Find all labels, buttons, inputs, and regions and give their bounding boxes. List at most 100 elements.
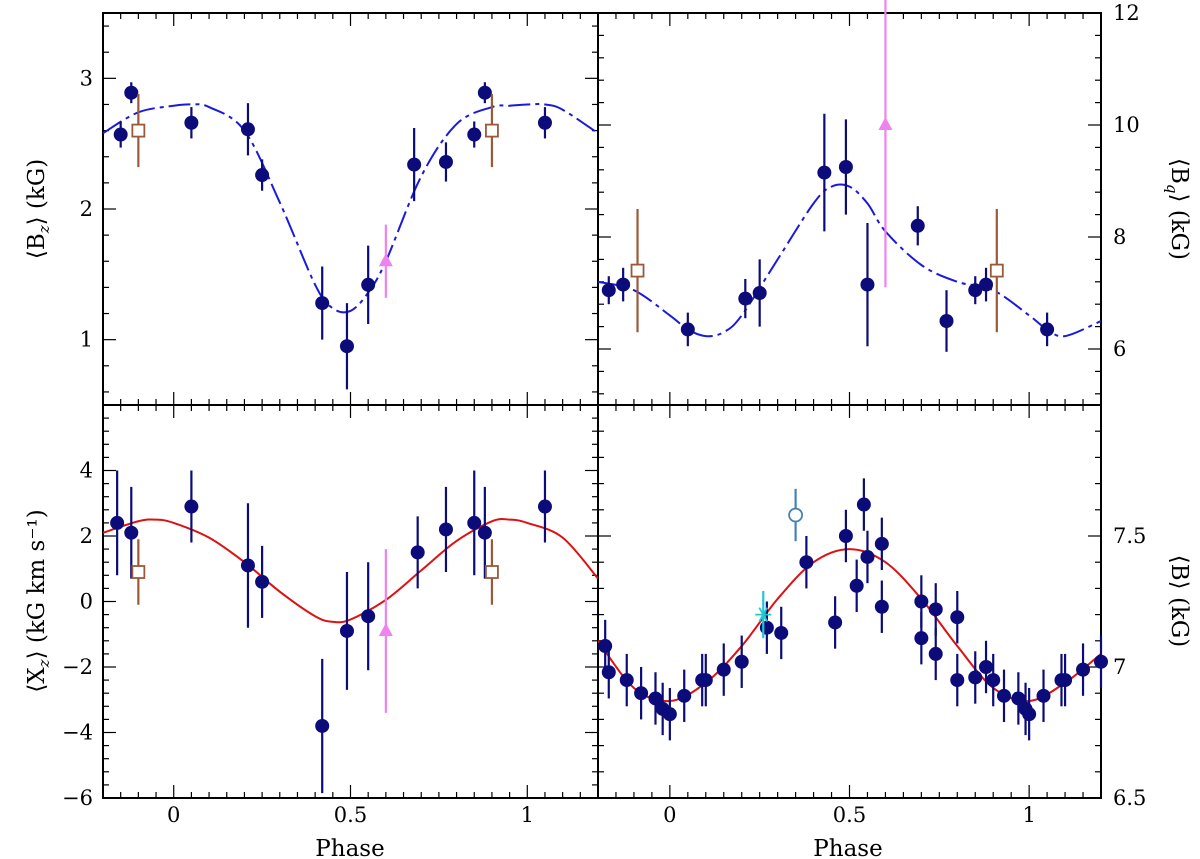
ylabel-bottom-left-sub: z	[35, 659, 53, 668]
ylabel-top-right-sub: q	[1163, 184, 1181, 194]
ylabel-bottom-left: ⟨Xz⟩ (kG km s⁻¹)	[24, 509, 53, 692]
point-main-top-right	[738, 291, 753, 306]
point-main-bottom-right	[598, 639, 613, 654]
ylabel-top-left-sub: z	[35, 225, 53, 234]
point-main-bottom-left	[537, 499, 552, 514]
ylabel-top-right-main: ⟨B	[1166, 158, 1192, 184]
point-main-bottom-left	[410, 545, 425, 560]
point-main-bottom-left	[315, 718, 330, 733]
point-square-top-left	[485, 123, 499, 138]
point-main-bottom-right	[849, 578, 864, 593]
point-main-top-left	[255, 168, 270, 183]
point-main-bottom-left	[438, 522, 453, 537]
point-main-top-left	[184, 115, 199, 130]
ytick-label-bottom-left: 0	[80, 590, 93, 614]
point-main-bottom-right	[716, 662, 731, 677]
point-main-bottom-right	[1076, 662, 1091, 677]
point-square-top-left	[131, 123, 146, 138]
point-main-bottom-left	[477, 525, 492, 540]
point-main-top-left	[477, 85, 492, 100]
point-main-bottom-right	[856, 497, 871, 512]
point-main-top-left	[537, 115, 552, 130]
point-main-top-left	[240, 122, 255, 137]
xlabel-bottom-right: Phase	[813, 836, 882, 859]
ytick-label-bottom-right: 7	[1113, 655, 1126, 679]
point-circle-bottom-right	[788, 507, 804, 523]
point-main-top-right	[968, 283, 983, 298]
point-main-bottom-left	[255, 574, 270, 589]
ytick-label-bottom-left: −4	[62, 721, 93, 745]
ylabel-bottom-right-main: ⟨B⟩ (kG)	[1166, 555, 1192, 647]
xtick-label-bottom-left: 0.5	[334, 803, 367, 827]
ylabel-top-right-tail: ⟩ (kG)	[1166, 193, 1192, 260]
point-main-bottom-right	[874, 599, 889, 614]
point-main-bottom-right	[662, 707, 677, 722]
xtick-label-bottom-left: 1	[521, 803, 534, 827]
point-main-bottom-left	[240, 558, 255, 573]
point-main-bottom-right	[874, 536, 889, 551]
point-main-top-right	[939, 314, 954, 328]
point-main-bottom-right	[828, 615, 843, 630]
point-main-top-right	[680, 322, 695, 337]
ytick-label-top-right: 8	[1113, 225, 1126, 249]
point-main-top-left	[339, 339, 354, 354]
ytick-label-bottom-left: 2	[80, 524, 93, 548]
point-main-bottom-right	[914, 594, 929, 609]
point-main-bottom-right	[838, 529, 853, 543]
point-main-bottom-right	[677, 688, 692, 703]
point-main-bottom-right	[774, 625, 789, 640]
point-square-bottom-left	[131, 565, 146, 579]
point-main-bottom-right	[634, 686, 649, 701]
ylabel-bottom-right: ⟨B⟩ (kG)	[1166, 555, 1192, 647]
point-square-top-right	[989, 263, 1004, 278]
xtick-label-bottom-right: 1	[1022, 803, 1035, 827]
fit-curve-top-left	[103, 103, 598, 314]
point-main-top-left	[361, 277, 376, 292]
ytick-label-bottom-left: 4	[80, 459, 93, 483]
point-main-bottom-right	[968, 670, 983, 685]
point-main-bottom-right	[759, 620, 774, 635]
point-triangle-top-right	[878, 117, 893, 130]
point-main-bottom-right	[979, 660, 994, 674]
point-main-bottom-right	[1094, 654, 1108, 669]
point-main-top-left	[124, 85, 139, 100]
point-main-bottom-right	[1011, 691, 1026, 706]
ytick-label-bottom-right: 7.5	[1113, 524, 1146, 548]
ylabel-bottom-left-main: ⟨X	[24, 667, 50, 693]
ylabel-bottom-left-tail: ⟩ (kG km s⁻¹)	[24, 509, 50, 659]
point-main-top-left	[315, 296, 330, 311]
point-main-top-right	[601, 283, 616, 298]
ytick-label-bottom-left: −2	[62, 655, 93, 679]
xtick-label-bottom-right: 0	[663, 803, 676, 827]
point-main-top-left	[113, 127, 128, 142]
xtick-label-bottom-right: 0.5	[833, 803, 866, 827]
ytick-label-bottom-left: −6	[62, 786, 93, 810]
ytick-label-bottom-right: 6.5	[1113, 786, 1146, 810]
ytick-label-top-right: 12	[1113, 1, 1140, 25]
ylabel-top-left: ⟨Bz⟩ (kG)	[24, 159, 53, 259]
point-star-bottom-right	[758, 607, 769, 623]
point-main-bottom-right	[928, 646, 943, 661]
fit-curve-top-right	[598, 183, 1101, 338]
ytick-label-top-left: 1	[80, 328, 93, 352]
panel-frame-bottom-left	[102, 404, 599, 799]
point-main-bottom-right	[619, 673, 634, 688]
point-main-bottom-right	[1022, 707, 1037, 722]
fit-curve-bottom-left	[103, 518, 598, 624]
ylabel-top-left-main: ⟨B	[24, 233, 50, 259]
point-main-bottom-right	[698, 673, 713, 688]
point-triangle-top-left	[378, 253, 393, 267]
point-main-top-left	[407, 157, 422, 172]
ytick-label-top-right: 6	[1113, 337, 1126, 361]
ytick-label-top-left: 3	[80, 66, 93, 90]
ytick-label-top-left: 2	[80, 197, 93, 221]
point-main-bottom-right	[1036, 688, 1051, 703]
xtick-label-bottom-left: 0	[167, 803, 180, 827]
point-main-bottom-left	[124, 525, 139, 540]
point-main-top-right	[752, 286, 767, 300]
point-main-bottom-right	[928, 602, 943, 617]
point-main-bottom-right	[1058, 673, 1073, 688]
panel-frame-bottom-right	[597, 404, 1102, 799]
